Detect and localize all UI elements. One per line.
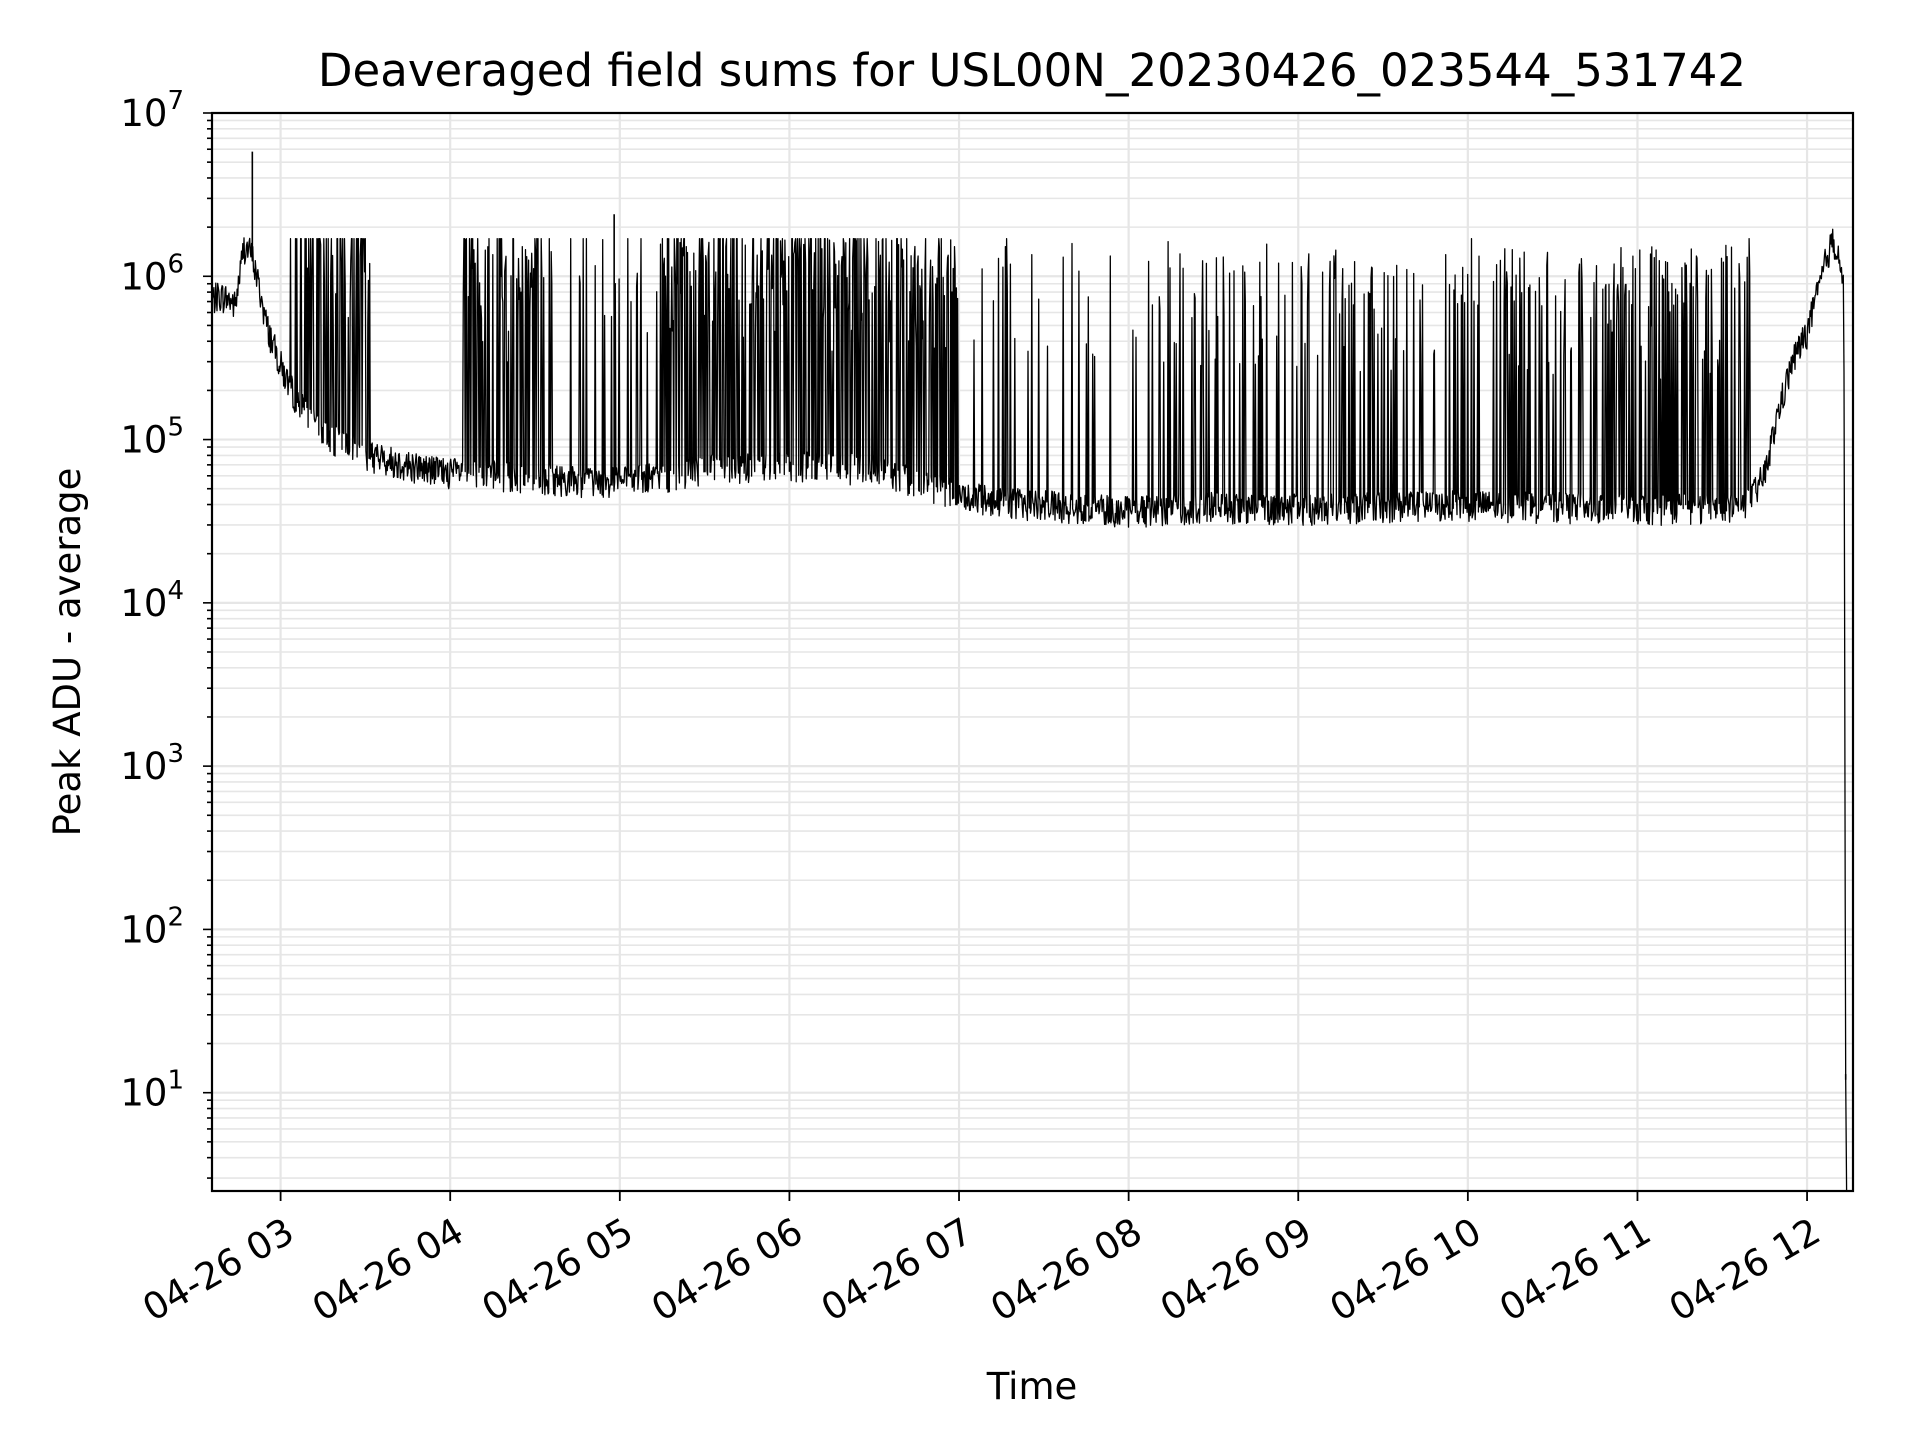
- data-layer: [211, 151, 1848, 1192]
- y-tick-label: 106: [120, 249, 184, 298]
- y-tick-label: 105: [120, 413, 184, 462]
- y-tick-label: 104: [120, 576, 184, 625]
- chart-title: Deaveraged field sums for USL00N_2023042…: [318, 44, 1746, 97]
- y-axis-label: Peak ADU - average: [46, 468, 89, 837]
- y-tick-label: 101: [120, 1066, 184, 1115]
- data-series-line: [211, 228, 1848, 1192]
- y-tick-label: 103: [120, 739, 184, 788]
- y-tick-label: 102: [120, 902, 184, 951]
- x-axis-label: Time: [986, 1365, 1078, 1408]
- y-tick-label: 107: [120, 86, 184, 135]
